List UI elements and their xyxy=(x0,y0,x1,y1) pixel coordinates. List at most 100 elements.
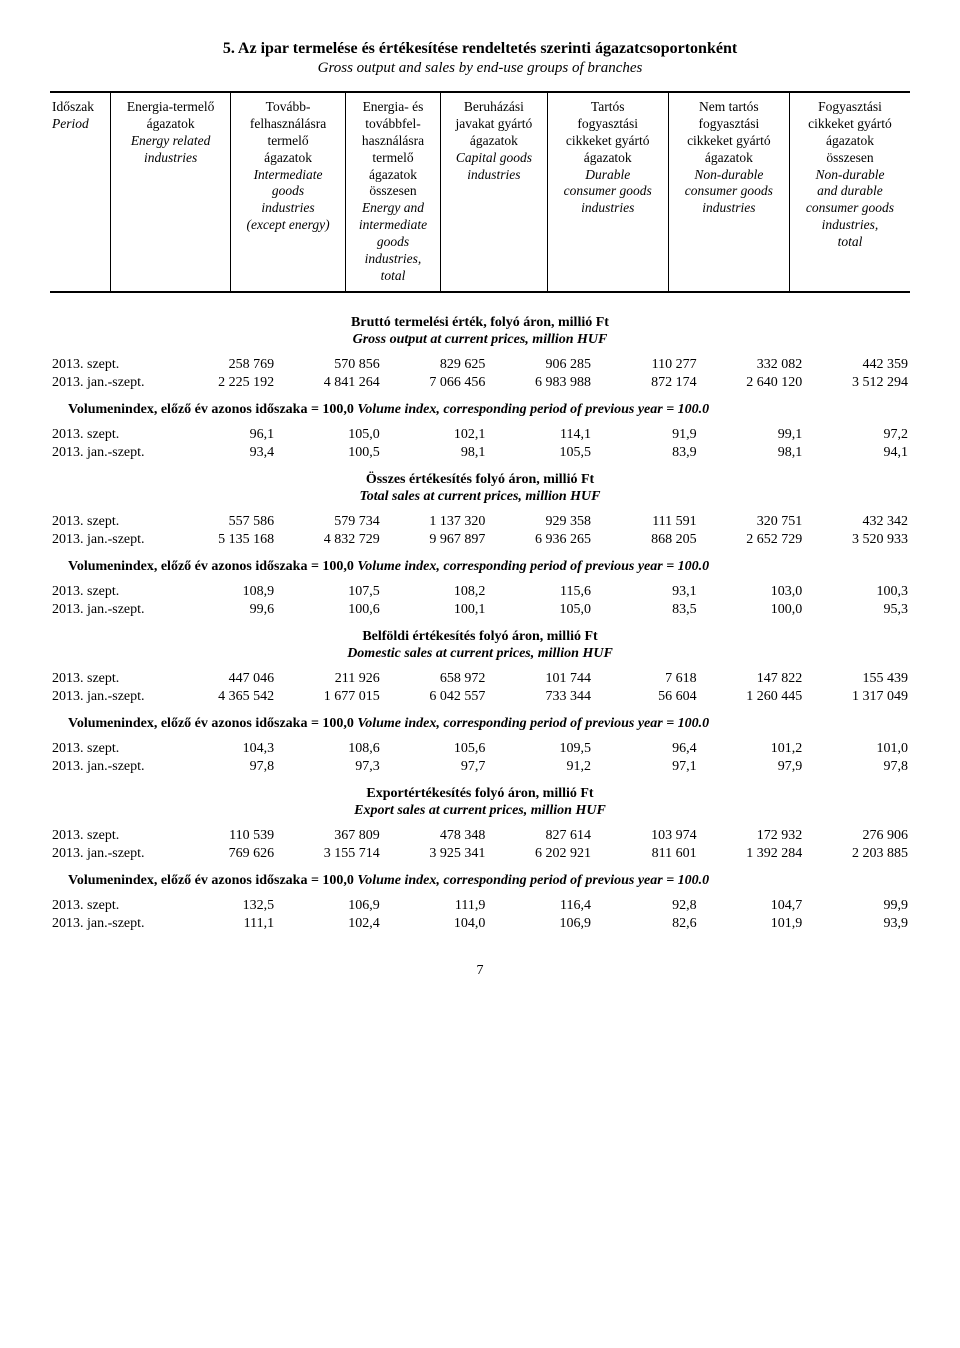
data-cell: 104,3 xyxy=(170,740,276,758)
data-cell: 83,5 xyxy=(593,601,699,619)
data-cell: 108,6 xyxy=(276,740,382,758)
data-cell: 108,9 xyxy=(170,583,276,601)
data-cell: 570 856 xyxy=(276,356,382,374)
data-cell: 102,1 xyxy=(382,426,488,444)
data-cell: 3 155 714 xyxy=(276,845,382,863)
volume-index-heading: Volumenindex, előző év azonos időszaka =… xyxy=(50,402,910,418)
data-cell: 100,1 xyxy=(382,601,488,619)
data-cell: 1 392 284 xyxy=(699,845,805,863)
data-cell: 100,6 xyxy=(276,601,382,619)
data-cell: 104,0 xyxy=(382,915,488,933)
data-cell: 97,8 xyxy=(804,758,910,776)
data-cell: 105,0 xyxy=(276,426,382,444)
data-cell: 2 225 192 xyxy=(170,374,276,392)
page-number: 7 xyxy=(50,963,910,979)
data-table: 2013. szept.258 769570 856829 625906 285… xyxy=(50,356,910,392)
section-title: Exportértékesítés folyó áron, millió Ft xyxy=(50,786,910,802)
page-subtitle: Gross output and sales by end-use groups… xyxy=(50,60,910,77)
data-cell: 1 677 015 xyxy=(276,688,382,706)
data-cell: 96,4 xyxy=(593,740,699,758)
data-cell: 9 967 897 xyxy=(382,531,488,549)
data-cell: 432 342 xyxy=(804,513,910,531)
data-cell: 6 202 921 xyxy=(487,845,593,863)
data-cell: 827 614 xyxy=(487,827,593,845)
column-header: IdőszakPeriod xyxy=(50,92,110,292)
data-cell: 478 348 xyxy=(382,827,488,845)
data-cell: 104,7 xyxy=(699,897,805,915)
data-cell: 2 203 885 xyxy=(804,845,910,863)
data-cell: 97,2 xyxy=(804,426,910,444)
data-cell: 91,9 xyxy=(593,426,699,444)
data-cell: 109,5 xyxy=(487,740,593,758)
data-cell: 99,6 xyxy=(170,601,276,619)
data-cell: 2 640 120 xyxy=(699,374,805,392)
data-cell: 96,1 xyxy=(170,426,276,444)
data-cell: 3 925 341 xyxy=(382,845,488,863)
row-label: 2013. jan.-szept. xyxy=(50,915,170,933)
column-header: Energia- éstovábbfel-használásratermelőá… xyxy=(345,92,440,292)
row-label: 2013. jan.-szept. xyxy=(50,601,170,619)
data-cell: 101,9 xyxy=(699,915,805,933)
row-label: 2013. jan.-szept. xyxy=(50,758,170,776)
section-subtitle: Total sales at current prices, million H… xyxy=(50,489,910,505)
row-label: 2013. szept. xyxy=(50,513,170,531)
row-label: 2013. szept. xyxy=(50,897,170,915)
row-label: 2013. szept. xyxy=(50,356,170,374)
table-row: 2013. jan.-szept.2 225 1924 841 2647 066… xyxy=(50,374,910,392)
data-cell: 442 359 xyxy=(804,356,910,374)
data-cell: 100,5 xyxy=(276,444,382,462)
data-cell: 103 974 xyxy=(593,827,699,845)
data-cell: 93,9 xyxy=(804,915,910,933)
data-cell: 829 625 xyxy=(382,356,488,374)
data-cell: 929 358 xyxy=(487,513,593,531)
data-cell: 111,1 xyxy=(170,915,276,933)
data-cell: 4 841 264 xyxy=(276,374,382,392)
data-cell: 116,4 xyxy=(487,897,593,915)
data-cell: 98,1 xyxy=(382,444,488,462)
table-row: 2013. szept.96,1105,0102,1114,191,999,19… xyxy=(50,426,910,444)
column-header: Tartósfogyasztásicikkeket gyártóágazatok… xyxy=(547,92,668,292)
data-cell: 115,6 xyxy=(487,583,593,601)
data-cell: 83,9 xyxy=(593,444,699,462)
volume-index-heading: Volumenindex, előző év azonos időszaka =… xyxy=(50,716,910,732)
table-row: 2013. szept.132,5106,9111,9116,492,8104,… xyxy=(50,897,910,915)
data-cell: 872 174 xyxy=(593,374,699,392)
table-row: 2013. jan.-szept.111,1102,4104,0106,982,… xyxy=(50,915,910,933)
data-cell: 107,5 xyxy=(276,583,382,601)
data-cell: 4 365 542 xyxy=(170,688,276,706)
row-label: 2013. szept. xyxy=(50,670,170,688)
data-cell: 6 936 265 xyxy=(487,531,593,549)
section-title: Bruttó termelési érték, folyó áron, mill… xyxy=(50,315,910,331)
table-row: 2013. jan.-szept.93,4100,598,1105,583,99… xyxy=(50,444,910,462)
table-row: 2013. jan.-szept.5 135 1684 832 7299 967… xyxy=(50,531,910,549)
data-cell: 211 926 xyxy=(276,670,382,688)
row-label: 2013. jan.-szept. xyxy=(50,688,170,706)
table-row: 2013. jan.-szept.97,897,397,791,297,197,… xyxy=(50,758,910,776)
table-row: 2013. szept.557 586579 7341 137 320929 3… xyxy=(50,513,910,531)
volume-index-heading: Volumenindex, előző év azonos időszaka =… xyxy=(50,559,910,575)
table-row: 2013. jan.-szept.769 6263 155 7143 925 3… xyxy=(50,845,910,863)
row-label: 2013. szept. xyxy=(50,827,170,845)
page-title: 5. Az ipar termelése és értékesítése ren… xyxy=(50,40,910,58)
data-cell: 99,9 xyxy=(804,897,910,915)
data-cell: 733 344 xyxy=(487,688,593,706)
table-row: 2013. szept.258 769570 856829 625906 285… xyxy=(50,356,910,374)
section-subtitle: Export sales at current prices, million … xyxy=(50,803,910,819)
data-cell: 106,9 xyxy=(487,915,593,933)
column-header: Fogyasztásicikkeket gyártóágazatokösszes… xyxy=(789,92,910,292)
data-table: 2013. szept.108,9107,5108,2115,693,1103,… xyxy=(50,583,910,619)
data-cell: 98,1 xyxy=(699,444,805,462)
section-title: Összes értékesítés folyó áron, millió Ft xyxy=(50,472,910,488)
row-label: 2013. jan.-szept. xyxy=(50,531,170,549)
row-label: 2013. jan.-szept. xyxy=(50,444,170,462)
data-cell: 367 809 xyxy=(276,827,382,845)
data-cell: 105,5 xyxy=(487,444,593,462)
data-cell: 102,4 xyxy=(276,915,382,933)
data-cell: 557 586 xyxy=(170,513,276,531)
data-cell: 147 822 xyxy=(699,670,805,688)
section-subtitle: Domestic sales at current prices, millio… xyxy=(50,646,910,662)
data-cell: 97,3 xyxy=(276,758,382,776)
data-cell: 769 626 xyxy=(170,845,276,863)
data-cell: 103,0 xyxy=(699,583,805,601)
data-cell: 97,9 xyxy=(699,758,805,776)
